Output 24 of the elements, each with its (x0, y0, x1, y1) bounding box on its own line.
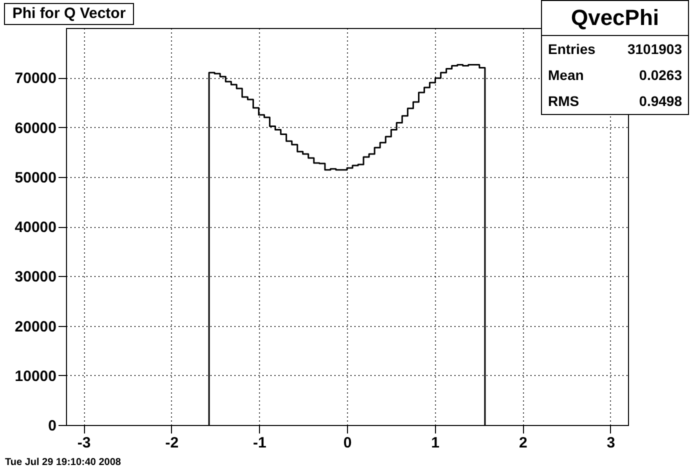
text: 0.0263 (638, 66, 683, 85)
text: 0.9498 (638, 92, 683, 111)
annotation: 3101903 (626, 40, 683, 59)
y-tick-label: 70000 (14, 70, 56, 88)
y-tick-label: 10000 (14, 368, 56, 385)
y-tick-label: 50000 (14, 169, 56, 186)
annotation: Mean (547, 66, 585, 85)
y-tick-label: 40000 (14, 219, 56, 236)
annotation: RMS (547, 92, 580, 111)
x-tick-label: 2 (518, 434, 528, 452)
text: Tue Jul 29 19:10:40 2008 (5, 457, 121, 468)
annotation: QvecPhi (542, 1, 688, 36)
x-tick-label: -3 (77, 434, 91, 452)
x-tick-label: 1 (431, 434, 440, 452)
chart-title: Phi for Q Vector (4, 3, 134, 25)
y-tick-label: 60000 (14, 120, 56, 137)
x-tick-label: -1 (253, 434, 266, 452)
y-tick-label: 0 (48, 418, 56, 434)
y-tick-label: 20000 (14, 318, 56, 336)
x-tick-label: -2 (165, 434, 179, 452)
x-tick-label: 0 (343, 434, 352, 452)
annotation: Entries (547, 40, 596, 59)
y-tick-label: 30000 (14, 268, 56, 286)
x-tick-label: 3 (606, 434, 616, 452)
